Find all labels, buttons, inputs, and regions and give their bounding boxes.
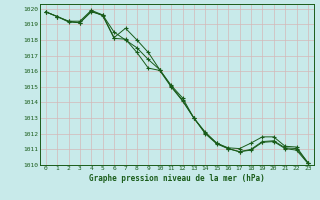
X-axis label: Graphe pression niveau de la mer (hPa): Graphe pression niveau de la mer (hPa): [89, 174, 265, 183]
